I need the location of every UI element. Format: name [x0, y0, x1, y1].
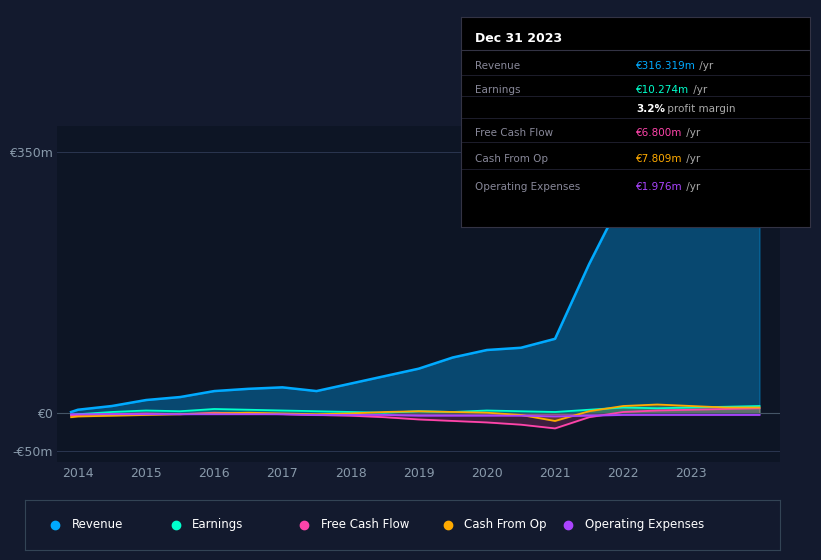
Text: Free Cash Flow: Free Cash Flow [475, 128, 553, 138]
Text: /yr: /yr [696, 61, 713, 71]
Text: /yr: /yr [683, 155, 700, 164]
Text: Revenue: Revenue [71, 518, 123, 531]
Text: Earnings: Earnings [192, 518, 244, 531]
Text: €1.976m: €1.976m [636, 181, 682, 192]
Text: Operating Expenses: Operating Expenses [585, 518, 704, 531]
Text: €316.319m: €316.319m [636, 61, 695, 71]
Text: Earnings: Earnings [475, 85, 521, 95]
Text: €10.274m: €10.274m [636, 85, 689, 95]
Text: 3.2%: 3.2% [636, 104, 665, 114]
Text: /yr: /yr [683, 181, 700, 192]
Text: profit margin: profit margin [664, 104, 736, 114]
Text: Dec 31 2023: Dec 31 2023 [475, 31, 562, 44]
Text: €6.800m: €6.800m [636, 128, 682, 138]
Text: Revenue: Revenue [475, 61, 521, 71]
Text: Cash From Op: Cash From Op [475, 155, 548, 164]
Text: /yr: /yr [690, 85, 707, 95]
Text: /yr: /yr [683, 128, 700, 138]
Text: Cash From Op: Cash From Op [464, 518, 547, 531]
Text: Operating Expenses: Operating Expenses [475, 181, 580, 192]
Text: Free Cash Flow: Free Cash Flow [321, 518, 409, 531]
Text: €7.809m: €7.809m [636, 155, 682, 164]
